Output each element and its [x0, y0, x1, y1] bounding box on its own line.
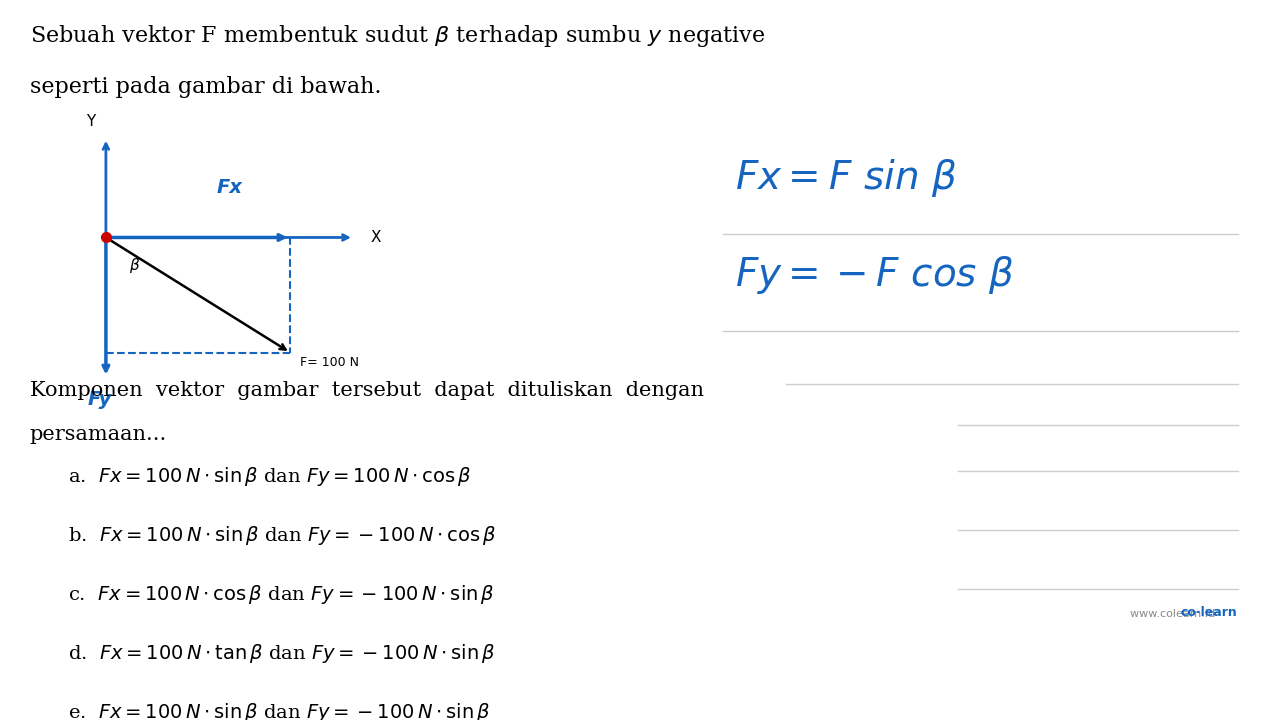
Text: a.  $Fx = 100\,N \cdot \sin\beta$ dan $Fy = 100\,N \cdot \cos\beta$: a. $Fx = 100\,N \cdot \sin\beta$ dan $Fy…: [68, 464, 471, 487]
Text: Sebuah vektor F membentuk sudut $\beta$ terhadap sumbu $y$ negative: Sebuah vektor F membentuk sudut $\beta$ …: [29, 23, 765, 49]
Text: Komponen  vektor  gambar  tersebut  dapat  dituliskan  dengan: Komponen vektor gambar tersebut dapat di…: [29, 381, 704, 400]
Text: X: X: [370, 230, 381, 245]
Text: e.  $Fx = 100\,N \cdot \sin\beta$ dan $Fy = -100\,N \cdot \sin\beta$: e. $Fx = 100\,N \cdot \sin\beta$ dan $Fy…: [68, 701, 490, 720]
Text: c.  $Fx = 100\,N \cdot \cos\beta$ dan $Fy = -100\,N \cdot \sin\beta$: c. $Fx = 100\,N \cdot \cos\beta$ dan $Fy…: [68, 582, 494, 606]
Text: co·learn: co·learn: [1181, 606, 1238, 618]
Text: $\mathit{Fy = -F\ cos\ \beta}$: $\mathit{Fy = -F\ cos\ \beta}$: [736, 253, 1015, 296]
Text: persamaan...: persamaan...: [29, 426, 166, 444]
Text: d.  $Fx = 100\,N \cdot \tan\beta$ dan $Fy = -100\,N \cdot \sin\beta$: d. $Fx = 100\,N \cdot \tan\beta$ dan $Fy…: [68, 642, 495, 665]
Text: Fx: Fx: [216, 178, 243, 197]
Text: Fy: Fy: [87, 390, 111, 409]
Text: $\beta$: $\beta$: [129, 256, 140, 275]
Text: seperti pada gambar di bawah.: seperti pada gambar di bawah.: [29, 76, 381, 98]
Text: F= 100 N: F= 100 N: [301, 356, 360, 369]
Text: www.colearn.id: www.colearn.id: [1130, 609, 1219, 618]
Text: $\mathit{Fx = F\ sin\ \beta}$: $\mathit{Fx = F\ sin\ \beta}$: [736, 158, 957, 199]
Text: b.  $Fx = 100\,N \cdot \sin\beta$ dan $Fy = -100\,N \cdot \cos\beta$: b. $Fx = 100\,N \cdot \sin\beta$ dan $Fy…: [68, 523, 497, 546]
Text: Y: Y: [86, 114, 95, 129]
